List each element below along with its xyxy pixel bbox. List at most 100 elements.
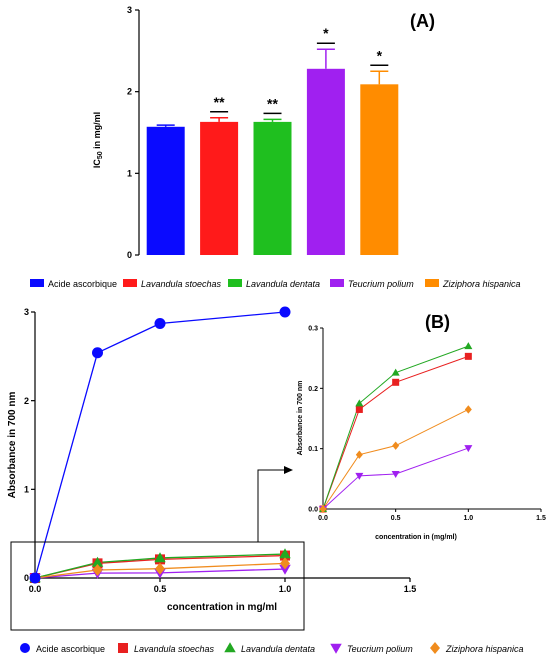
legend-swatch-a — [123, 279, 137, 287]
legend-swatch-a — [30, 279, 44, 287]
data-point — [391, 471, 400, 479]
bars: ** **** — [146, 25, 399, 256]
data-point — [391, 368, 400, 376]
x-tick-label: 1.5 — [536, 515, 546, 522]
series-line — [34, 562, 286, 579]
data-point — [92, 564, 103, 577]
data-point — [91, 556, 104, 567]
bar — [200, 121, 239, 255]
series-line — [34, 568, 286, 579]
significance-mark: ** — [267, 95, 278, 111]
legend-label-a: Lavandula stoechas — [141, 279, 222, 289]
data-point — [279, 564, 291, 575]
data-point — [319, 504, 327, 514]
legend-label-b: Teucrium polium — [347, 644, 413, 654]
y-tick-label: 3 — [24, 307, 29, 317]
absorbance-axis-label: Absorbance in 700 nm — [7, 392, 18, 499]
significance-mark: * — [377, 47, 383, 63]
concentration-axis-label: concentration in mg/ml — [167, 602, 277, 613]
x-tick-label: 0.5 — [154, 584, 167, 594]
data-point — [29, 572, 41, 584]
inset-chart: (B) Absorbance in 700 nm concentration i… — [297, 312, 546, 541]
y-tick-label: 0.0 — [308, 506, 318, 513]
y-tick-label: 0.3 — [308, 325, 318, 332]
y-tick-label: 1 — [24, 484, 29, 494]
series-b — [29, 306, 291, 584]
data-point — [355, 405, 363, 413]
arrow-head — [284, 466, 293, 474]
bar — [146, 126, 185, 256]
zoom-box — [10, 541, 305, 631]
data-point — [464, 352, 472, 360]
series-line — [322, 355, 469, 510]
bar — [306, 68, 345, 255]
data-point — [154, 552, 166, 563]
inset-absorbance-label: Absorbance in 700 nm — [297, 381, 304, 456]
x-tick-label: 0.5 — [391, 515, 401, 522]
data-point — [464, 405, 472, 414]
x-tick-label: 1.0 — [463, 515, 473, 522]
legend-a: Acide ascorbique Lavandula stoechas Lavand… — [30, 279, 521, 289]
data-point — [279, 548, 291, 559]
legend-label-b: Acide ascorbique — [36, 644, 105, 654]
y-tick-label-a: 0 — [127, 250, 132, 260]
legend-label-b: Ziziphora hispanica — [445, 644, 524, 654]
data-point — [280, 557, 290, 570]
axes-inset: 0.0 0.1 0.2 0.3 0.0 0.5 1.0 1.5 — [308, 325, 546, 522]
series-line — [34, 311, 286, 579]
y-tick-label: 0.2 — [308, 386, 318, 393]
bar — [360, 84, 399, 255]
legend-marker-b — [224, 642, 236, 653]
data-point — [155, 562, 165, 575]
data-point — [464, 445, 473, 453]
y-tick-label: 0 — [24, 573, 29, 583]
y-tick-label-a: 1 — [127, 168, 132, 178]
series-line — [34, 553, 286, 579]
legend-b: Acide ascorbique Lavandula stoechas Lavand… — [20, 642, 524, 654]
zoom-connector-arrow — [257, 469, 286, 542]
legend-label-a: Ziziphora hispanica — [442, 279, 521, 289]
legend-marker-b — [20, 643, 30, 653]
y-tick-label: 0.1 — [308, 446, 318, 453]
data-point — [464, 342, 473, 350]
y-tick-label-a: 2 — [127, 87, 132, 97]
legend-marker-b — [118, 643, 128, 653]
series-inset — [318, 342, 473, 514]
legend-label-b: Lavandula stoechas — [134, 644, 215, 654]
data-point — [355, 472, 364, 480]
y-tick-label-a: 3 — [127, 5, 132, 15]
data-point — [355, 450, 363, 459]
series-line — [322, 409, 469, 510]
x-tick-label: 0.0 — [318, 515, 328, 522]
legend-label-a: Teucrium polium — [348, 279, 414, 289]
series-line — [322, 447, 469, 510]
legend-label-b: Lavandula dentata — [241, 644, 315, 654]
legend-swatch-a — [330, 279, 344, 287]
bar — [253, 121, 292, 255]
legend-marker-b — [330, 643, 342, 654]
significance-mark: ** — [214, 94, 225, 110]
y-axis-ticks-a: 0 1 2 3 — [127, 5, 140, 260]
significance-mark: * — [323, 25, 329, 41]
inset-concentration-label: concentration in (mg/ml) — [375, 534, 457, 541]
data-point — [392, 378, 400, 386]
panel-label-b: (B) — [425, 312, 450, 332]
data-point — [279, 306, 291, 318]
series-line — [322, 345, 469, 510]
y-tick-label: 2 — [24, 396, 29, 406]
legend-swatch-a — [425, 279, 439, 287]
x-tick-label: 0.0 — [29, 584, 42, 594]
line-chart-absorbance: Absorbance in 700 nm concentration in mg… — [7, 306, 416, 631]
data-point — [392, 441, 400, 450]
legend-label-a: Lavandula dentata — [246, 279, 320, 289]
x-tick-label: 1.5 — [404, 584, 417, 594]
x-tick-label: 1.0 — [279, 584, 292, 594]
legend-label-a: Acide ascorbique — [48, 279, 117, 289]
legend-swatch-a — [228, 279, 242, 287]
data-point — [92, 347, 103, 359]
ic50-axis-label: IC50 in mg/ml — [92, 112, 104, 168]
axes-b: 0 1 2 3 0.0 0.5 1.0 1.5 — [24, 307, 416, 594]
data-point — [355, 399, 364, 407]
data-point — [154, 318, 166, 330]
